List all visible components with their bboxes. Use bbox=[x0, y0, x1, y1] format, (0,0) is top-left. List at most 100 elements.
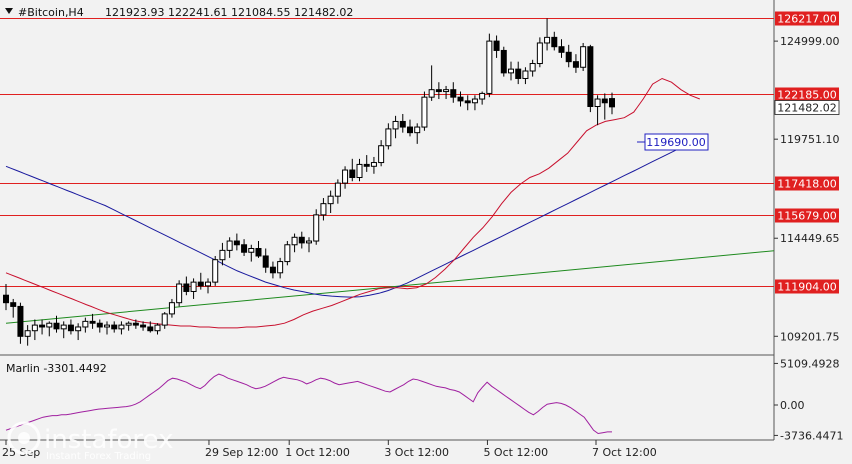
candle-body-32 bbox=[233, 240, 240, 246]
price-tick-label-3: 109201.75 bbox=[780, 330, 840, 343]
current-price-label: 121482.02 bbox=[777, 102, 837, 115]
candlesticks bbox=[3, 18, 615, 346]
candle-body-67 bbox=[486, 40, 493, 94]
candle-body-44 bbox=[320, 203, 327, 216]
candle-body-81 bbox=[587, 46, 594, 107]
candle-body-3 bbox=[24, 330, 31, 337]
osc-tick-label-1: 0.00 bbox=[780, 399, 805, 412]
candle-body-71 bbox=[515, 68, 522, 79]
candle-body-8 bbox=[60, 324, 67, 330]
candle-body-12 bbox=[89, 320, 96, 324]
collapse-triangle-icon[interactable] bbox=[5, 8, 13, 14]
candle-body-68 bbox=[493, 40, 500, 51]
price-tick-label-1: 119751.10 bbox=[780, 133, 840, 146]
candle-body-60 bbox=[435, 89, 442, 93]
candle-body-38 bbox=[277, 261, 284, 274]
candle-body-58 bbox=[421, 96, 428, 128]
candle-body-73 bbox=[529, 63, 536, 72]
level-label-bg-2 bbox=[775, 176, 839, 191]
candle-body-13 bbox=[96, 322, 103, 328]
candle-body-74 bbox=[536, 42, 543, 65]
time-tick-label-3: 3 Oct 12:00 bbox=[384, 446, 449, 459]
candle-body-6 bbox=[46, 322, 53, 328]
oscillator-line bbox=[5, 373, 612, 435]
osc-tick-label-2: -3736.4471 bbox=[780, 429, 843, 442]
level-label-bg-1 bbox=[775, 87, 839, 102]
indicator-label: Marlin -3301.4492 bbox=[6, 362, 107, 375]
candle-body-72 bbox=[522, 70, 529, 79]
candle-body-54 bbox=[392, 120, 399, 130]
candle-body-46 bbox=[334, 182, 341, 197]
moving-averages bbox=[5, 77, 775, 329]
candle-body-59 bbox=[428, 89, 435, 98]
instaforex-logo-core-icon bbox=[18, 432, 30, 444]
candle-body-41 bbox=[298, 236, 305, 244]
candle-body-36 bbox=[262, 255, 269, 268]
candle-body-34 bbox=[248, 248, 255, 253]
watermark: instaforex Instant Forex Trading bbox=[7, 421, 173, 462]
candle-body-29 bbox=[212, 259, 219, 283]
candle-body-26 bbox=[190, 281, 197, 292]
ohlc-readout: 121923.93 122241.61 121084.55 121482.02 bbox=[105, 6, 353, 19]
instaforex-logo-icon bbox=[7, 421, 41, 455]
level-lines: 126217.00 122185.00 117418.00 115679.00 1119… bbox=[0, 11, 839, 294]
candle-body-56 bbox=[407, 126, 413, 134]
ma-slow-line bbox=[5, 139, 700, 298]
ma-long-line bbox=[5, 250, 775, 324]
candle-body-75 bbox=[544, 36, 551, 44]
candle-body-25 bbox=[183, 283, 190, 292]
time-tick-label-4: 5 Oct 12:00 bbox=[483, 446, 548, 459]
candle-body-84 bbox=[609, 98, 615, 108]
candle-body-78 bbox=[565, 51, 572, 63]
candle-body-10 bbox=[75, 326, 82, 332]
candle-body-50 bbox=[363, 163, 370, 167]
candle-body-21 bbox=[154, 324, 161, 332]
candle-body-27 bbox=[197, 281, 204, 287]
candle-body-23 bbox=[168, 302, 175, 315]
level-label-1: 122185.00 bbox=[777, 89, 837, 102]
chart-symbol: #Bitcoin,H4 bbox=[18, 6, 84, 19]
price-tick-label-2: 114449.65 bbox=[780, 232, 840, 245]
osc-tick-label-0: 5109.4928 bbox=[780, 357, 840, 370]
candle-body-51 bbox=[370, 162, 377, 167]
candle-body-64 bbox=[464, 100, 471, 104]
candle-body-14 bbox=[104, 324, 110, 328]
candle-body-1 bbox=[10, 302, 17, 307]
level-label-0: 126217.00 bbox=[777, 13, 837, 26]
candle-body-48 bbox=[349, 169, 356, 179]
level-label-4: 111904.00 bbox=[777, 281, 837, 294]
candle-body-2 bbox=[17, 305, 24, 337]
ma-fast-line bbox=[5, 77, 700, 329]
time-tick-label-2: 1 Oct 12:00 bbox=[285, 446, 350, 459]
candle-body-63 bbox=[457, 96, 464, 102]
candle-body-62 bbox=[450, 89, 457, 98]
candle-body-55 bbox=[399, 120, 406, 128]
callout-value: 119690.00 bbox=[646, 136, 706, 149]
candle-body-9 bbox=[67, 324, 74, 332]
price-tick-label-0: 124999.00 bbox=[780, 35, 840, 48]
candle-body-43 bbox=[313, 214, 320, 242]
watermark-tagline: Instant Forex Trading bbox=[46, 451, 151, 462]
candle-body-70 bbox=[508, 68, 514, 74]
candle-body-76 bbox=[551, 36, 558, 48]
candle-body-45 bbox=[327, 195, 334, 205]
level-label-2: 117418.00 bbox=[777, 178, 837, 191]
candle-body-20 bbox=[147, 326, 154, 332]
time-tick-label-5: 7 Oct 12:00 bbox=[592, 446, 657, 459]
candle-body-17 bbox=[125, 322, 132, 326]
candle-body-28 bbox=[205, 281, 211, 287]
callout-box bbox=[644, 133, 709, 151]
candle-body-77 bbox=[558, 46, 565, 53]
candle-body-83 bbox=[601, 98, 608, 104]
candle-body-49 bbox=[356, 163, 363, 178]
candle-body-61 bbox=[443, 89, 450, 93]
time-tick-label-1: 29 Sep 12:00 bbox=[205, 446, 278, 459]
candle-body-52 bbox=[378, 145, 385, 164]
level-label-bg-4 bbox=[775, 279, 839, 294]
candle-body-35 bbox=[255, 248, 262, 257]
watermark-brand: instaforex bbox=[44, 425, 173, 455]
candle-body-18 bbox=[132, 322, 139, 326]
candle-body-42 bbox=[306, 240, 312, 244]
